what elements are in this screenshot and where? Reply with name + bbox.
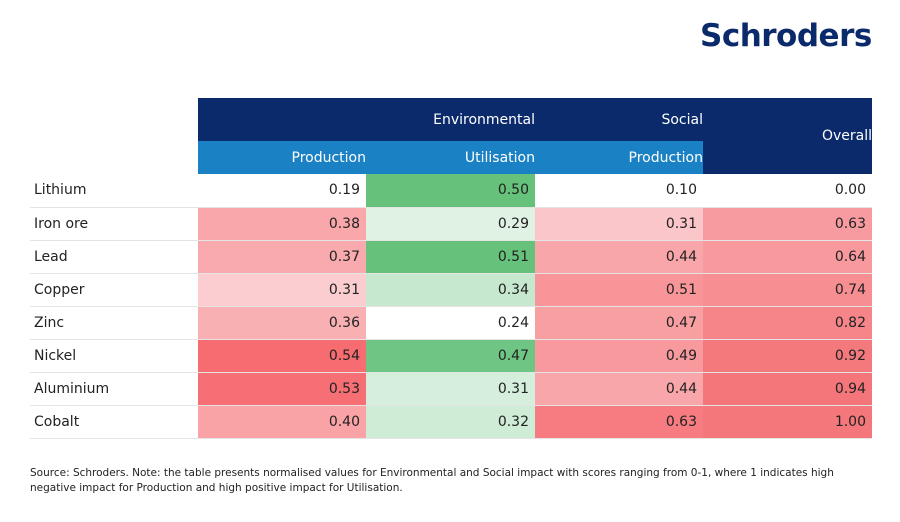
heat-cell: 0.82: [703, 306, 872, 340]
group-header-overall: Overall: [703, 98, 872, 174]
heat-cell: 0.34: [366, 273, 535, 307]
group-header-environmental: Environmental: [366, 98, 535, 141]
heat-cell: 0.10: [535, 174, 703, 208]
table-row: Lithium 0.19 0.50 0.10 0.00: [30, 174, 872, 208]
heat-cell: 0.38: [198, 207, 366, 241]
schroders-logo: Schroders: [700, 18, 872, 54]
heat-cell: 0.51: [535, 273, 703, 307]
heat-cell: 0.24: [366, 306, 535, 340]
heat-cell: 0.31: [198, 273, 366, 307]
group-header-env-spacer: [198, 98, 366, 141]
heat-cell: 0.31: [366, 372, 535, 406]
heat-cell: 0.64: [703, 240, 872, 274]
heat-cell: 0.31: [535, 207, 703, 241]
heat-cell: 0.44: [535, 372, 703, 406]
table-row: Cobalt 0.40 0.32 0.63 1.00: [30, 405, 872, 439]
heat-cell: 0.00: [703, 174, 872, 208]
heat-cell: 0.49: [535, 339, 703, 373]
row-label: Lithium: [30, 174, 198, 208]
column-header-env-production: Production: [198, 141, 366, 174]
heat-cell: 1.00: [703, 405, 872, 439]
table-row: Aluminium 0.53 0.31 0.44 0.94: [30, 372, 872, 406]
heatmap-body: Lithium 0.19 0.50 0.10 0.00 Iron ore 0.38 0.29 0…: [30, 174, 872, 439]
heat-cell: 0.92: [703, 339, 872, 373]
row-label: Nickel: [30, 339, 198, 373]
heat-cell: 0.36: [198, 306, 366, 340]
heat-cell: 0.50: [366, 174, 535, 208]
group-header-social: Social: [535, 98, 703, 141]
table-row: Lead 0.37 0.51 0.44 0.64: [30, 240, 872, 274]
heat-cell: 0.94: [703, 372, 872, 406]
column-header-row: Production Utilisation Production: [30, 141, 872, 174]
heat-cell: 0.63: [535, 405, 703, 439]
row-label: Cobalt: [30, 405, 198, 439]
heat-cell: 0.54: [198, 339, 366, 373]
row-label: Aluminium: [30, 372, 198, 406]
heat-cell: 0.53: [198, 372, 366, 406]
heat-cell: 0.47: [535, 306, 703, 340]
heat-cell: 0.32: [366, 405, 535, 439]
heat-cell: 0.29: [366, 207, 535, 241]
row-label: Zinc: [30, 306, 198, 340]
heatmap-table: Environmental Social Overall Production …: [30, 98, 872, 439]
heat-cell: 0.40: [198, 405, 366, 439]
row-label: Lead: [30, 240, 198, 274]
row-label: Copper: [30, 273, 198, 307]
header-corner-sub: [30, 141, 198, 174]
table-row: Iron ore 0.38 0.29 0.31 0.63: [30, 207, 872, 241]
header-corner: [30, 98, 198, 141]
heat-cell: 0.44: [535, 240, 703, 274]
heat-cell: 0.47: [366, 339, 535, 373]
group-header-row: Environmental Social Overall: [30, 98, 872, 174]
source-note: Source: Schroders. Note: the table prese…: [30, 467, 834, 494]
table-row: Zinc 0.36 0.24 0.47 0.82: [30, 306, 872, 340]
table-row: Nickel 0.54 0.47 0.49 0.92: [30, 339, 872, 373]
row-label: Iron ore: [30, 207, 198, 241]
table-row: Copper 0.31 0.34 0.51 0.74: [30, 273, 872, 307]
heat-cell: 0.37: [198, 240, 366, 274]
heat-cell: 0.19: [198, 174, 366, 208]
column-header-social-production: Production: [535, 141, 703, 174]
heat-cell: 0.63: [703, 207, 872, 241]
heat-cell: 0.74: [703, 273, 872, 307]
column-header-env-utilisation: Utilisation: [366, 141, 535, 174]
heat-cell: 0.51: [366, 240, 535, 274]
